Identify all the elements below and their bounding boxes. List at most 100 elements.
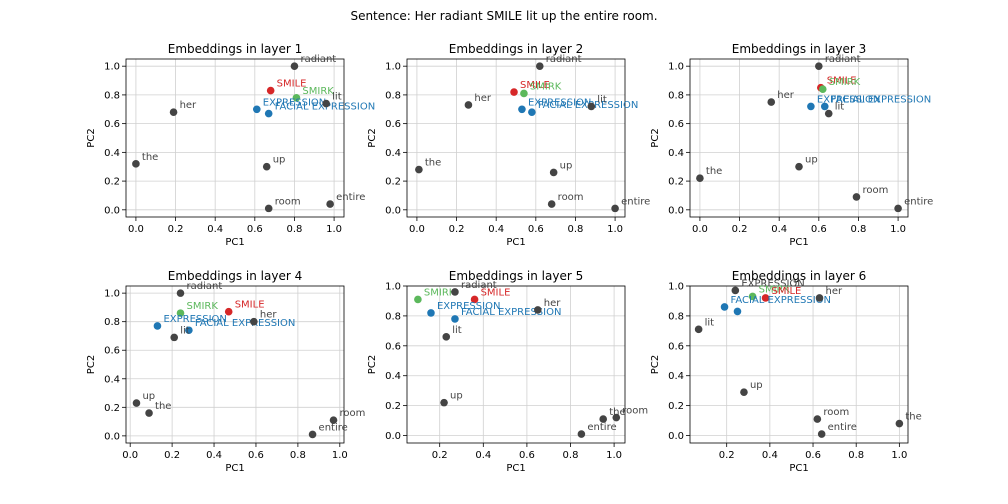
point-label: the	[905, 412, 921, 423]
point-label: radiant	[461, 280, 497, 291]
data-point	[169, 108, 178, 116]
point-label: EXPRESSION	[528, 97, 591, 108]
data-point	[807, 102, 815, 111]
point-label: SMILE	[827, 76, 857, 87]
x-tick-label: 0.2	[732, 224, 748, 235]
x-axis-label: PC1	[789, 463, 808, 474]
point-label: entire	[336, 192, 365, 203]
data-point	[510, 88, 518, 96]
plot-area	[690, 59, 908, 217]
y-tick-label: 0.2	[385, 177, 401, 188]
point-label: up	[750, 380, 763, 391]
x-tick-label: 1.0	[607, 224, 623, 235]
point-label: her	[826, 286, 843, 297]
point-label: radiant	[825, 54, 861, 65]
data-point	[696, 174, 704, 183]
data-point	[611, 204, 619, 213]
x-tick-label: 0.8	[851, 224, 867, 235]
y-tick-label: 0.8	[104, 317, 120, 328]
point-label: lit	[835, 102, 845, 113]
point-label: up	[142, 391, 155, 402]
data-point	[442, 333, 451, 341]
point-label: up	[560, 160, 573, 171]
data-point	[308, 430, 317, 439]
y-tick-label: 0.6	[668, 341, 684, 352]
data-point	[326, 200, 334, 208]
x-tick-label: 0.0	[409, 224, 425, 235]
data-point	[547, 200, 556, 208]
x-tick-label: 0.4	[488, 224, 504, 235]
x-tick-label: 0.8	[287, 224, 303, 235]
y-tick-label: 1.0	[385, 282, 401, 293]
data-point	[176, 289, 185, 297]
x-tick-label: 0.4	[207, 224, 223, 235]
data-point	[185, 326, 193, 335]
data-point	[264, 109, 273, 118]
data-point	[815, 62, 823, 70]
y-tick-label: 0.8	[385, 311, 401, 322]
y-tick-label: 0.6	[385, 341, 401, 352]
point-label: SMIRK	[759, 284, 791, 295]
x-tick-label: 0.6	[247, 224, 263, 235]
y-tick-label: 0.6	[385, 119, 401, 130]
point-label: lit	[180, 325, 190, 336]
x-tick-label: 0.4	[762, 450, 778, 461]
point-label: her	[777, 90, 794, 101]
data-point	[894, 204, 902, 213]
data-point	[748, 292, 757, 301]
subplot-title: Embeddings in layer 3	[732, 42, 866, 56]
data-point	[415, 165, 423, 174]
x-tick-label: 0.0	[122, 450, 138, 461]
point-label: FACIAL EXPRESSION	[731, 295, 831, 306]
x-axis-label: PC1	[789, 237, 808, 248]
point-label: the	[706, 166, 722, 177]
y-tick-label: 0.0	[385, 431, 401, 442]
y-tick-label: 0.0	[104, 205, 120, 216]
point-label: SMILE	[277, 79, 307, 90]
y-tick-label: 0.0	[104, 431, 120, 442]
point-label: EXPRESSION	[817, 94, 880, 105]
data-point	[170, 333, 179, 342]
data-point	[153, 322, 162, 330]
point-label: entire	[319, 422, 348, 433]
y-tick-label: 0.6	[104, 119, 120, 130]
data-point	[824, 109, 833, 118]
x-tick-label: 0.8	[848, 450, 864, 461]
x-tick-label: 0.2	[168, 224, 184, 235]
point-label: up	[273, 155, 286, 166]
data-point	[528, 108, 536, 116]
data-point	[731, 286, 740, 295]
point-label: her	[180, 100, 197, 111]
data-point	[818, 85, 827, 93]
data-point	[262, 162, 271, 171]
point-label: SMILE	[772, 286, 802, 297]
point-label: SMILE	[520, 80, 550, 91]
y-axis-label: PC2	[650, 355, 661, 374]
data-point	[224, 307, 233, 316]
subplot-layer-2: 0.0 0.2 0.4 0.6 0.8 1.0 0.0 0.2 0.4 0.6 0.8 1.0 Embe…	[367, 42, 650, 248]
y-axis-label: PC2	[650, 128, 661, 147]
data-point	[815, 294, 824, 302]
data-point	[427, 309, 435, 317]
point-label: the	[155, 401, 171, 412]
x-tick-label: 0.0	[128, 224, 144, 235]
subplot-title: Embeddings in layer 6	[732, 269, 866, 283]
point-label: radiant	[546, 54, 582, 65]
point-label: SMILE	[235, 300, 265, 311]
data-point	[292, 93, 301, 102]
x-tick-label: 0.6	[519, 450, 535, 461]
axes-frame	[125, 285, 345, 444]
data-point	[451, 315, 459, 323]
y-tick-label: 0.4	[668, 148, 684, 159]
plot-area	[126, 286, 344, 443]
x-tick-label: 0.2	[432, 450, 448, 461]
x-axis-label: PC1	[225, 237, 244, 248]
y-tick-label: 0.0	[668, 205, 684, 216]
point-label: her	[474, 93, 491, 104]
axes-frame	[406, 58, 626, 218]
point-label: SMIRK	[530, 81, 562, 92]
data-point	[464, 101, 473, 109]
data-point	[266, 86, 275, 95]
data-point	[813, 415, 822, 423]
